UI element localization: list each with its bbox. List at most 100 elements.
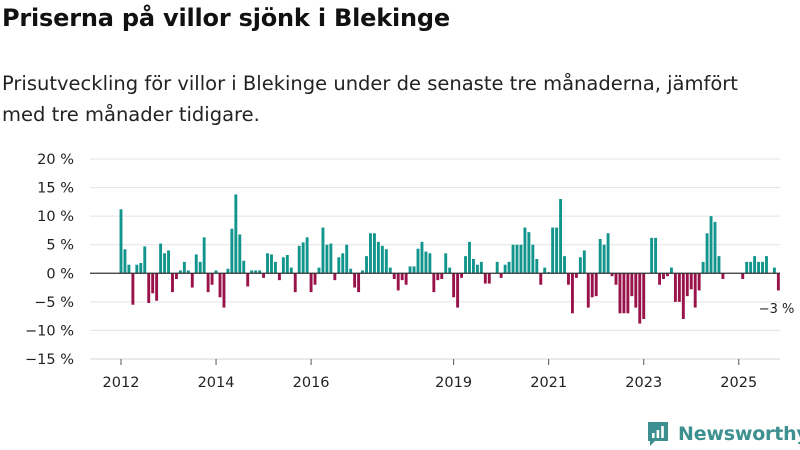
bar xyxy=(380,245,384,274)
bar xyxy=(586,273,590,308)
bar xyxy=(178,270,182,274)
bar xyxy=(305,237,309,274)
bar xyxy=(503,264,507,274)
y-tick-label: 20 % xyxy=(37,152,74,168)
bar xyxy=(693,273,697,308)
bar xyxy=(333,273,337,281)
bar xyxy=(460,273,464,278)
bar xyxy=(325,244,329,274)
x-tick-label: 2012 xyxy=(103,375,140,391)
bar xyxy=(155,273,159,301)
bar xyxy=(131,273,135,305)
bar xyxy=(258,270,262,274)
bar xyxy=(559,199,563,274)
bar xyxy=(448,267,452,274)
bar xyxy=(709,216,713,274)
last-value-label: −3 % xyxy=(759,302,795,317)
bar xyxy=(408,266,412,274)
bar xyxy=(614,273,618,285)
bar xyxy=(123,249,127,274)
gridlines xyxy=(90,158,780,360)
bar xyxy=(337,257,341,274)
bar xyxy=(428,253,432,274)
bar xyxy=(634,273,638,308)
bar xyxy=(666,273,669,277)
bar xyxy=(194,254,198,274)
bar xyxy=(420,241,424,274)
bar xyxy=(487,273,491,284)
bar xyxy=(511,244,515,274)
bar xyxy=(535,259,539,274)
bar xyxy=(567,273,570,285)
bar xyxy=(281,257,285,274)
bar xyxy=(163,253,167,274)
bar xyxy=(416,248,420,274)
bar xyxy=(456,273,460,308)
bar xyxy=(262,273,266,278)
y-tick-label: −10 % xyxy=(25,323,74,339)
bar xyxy=(741,273,745,279)
bar xyxy=(531,244,535,274)
bar xyxy=(468,241,471,274)
bar xyxy=(218,273,222,298)
x-tick-label: 2014 xyxy=(198,375,235,391)
bar xyxy=(471,259,475,274)
bar xyxy=(171,273,174,293)
bar xyxy=(372,233,376,274)
bar xyxy=(174,273,178,279)
bar xyxy=(685,273,689,297)
bar xyxy=(551,227,555,274)
bar xyxy=(721,273,725,279)
bar xyxy=(167,250,170,274)
bar xyxy=(206,273,210,293)
bar xyxy=(396,273,400,291)
bar xyxy=(266,253,269,274)
bar xyxy=(440,273,444,279)
bar xyxy=(606,233,610,274)
x-tick-label: 2025 xyxy=(720,375,757,391)
bar xyxy=(626,273,630,314)
y-tick-label: 15 % xyxy=(37,181,74,197)
bar xyxy=(369,233,372,274)
bar xyxy=(432,273,436,293)
brand-logo: Newsworthy xyxy=(646,420,800,448)
bar xyxy=(151,273,155,294)
bar xyxy=(757,261,761,274)
bar xyxy=(349,268,353,274)
bar xyxy=(424,251,428,274)
bar xyxy=(515,244,519,274)
bar xyxy=(297,245,301,274)
y-tick-label: 10 % xyxy=(37,209,74,225)
bar xyxy=(705,233,709,274)
bar xyxy=(210,273,214,285)
bar xyxy=(765,256,768,274)
bar xyxy=(226,268,230,274)
bar xyxy=(507,261,511,274)
bar xyxy=(713,221,717,274)
bar xyxy=(681,273,685,319)
bar xyxy=(309,273,313,293)
bar xyxy=(202,237,206,274)
bar xyxy=(464,256,467,274)
bar xyxy=(182,261,186,274)
bar xyxy=(404,273,408,285)
y-tick-label: −15 % xyxy=(25,352,74,368)
bar xyxy=(230,228,234,274)
bar xyxy=(436,273,440,281)
bar xyxy=(598,239,602,274)
bar xyxy=(143,246,147,274)
bar xyxy=(539,273,543,285)
bar xyxy=(776,273,780,291)
bar xyxy=(701,261,705,274)
y-axis-tick-labels: 20 % 15 % 10 % 5 % 0 % −5 % −10 % −15 % xyxy=(25,152,74,368)
bar xyxy=(242,260,246,274)
bar xyxy=(135,264,139,274)
bar xyxy=(345,244,349,274)
y-tick-label: 5 % xyxy=(46,238,74,254)
bar xyxy=(745,261,749,274)
y-tick-label: 0 % xyxy=(46,266,74,282)
bar xyxy=(147,273,151,303)
bar xyxy=(689,273,693,290)
bar xyxy=(479,261,483,274)
